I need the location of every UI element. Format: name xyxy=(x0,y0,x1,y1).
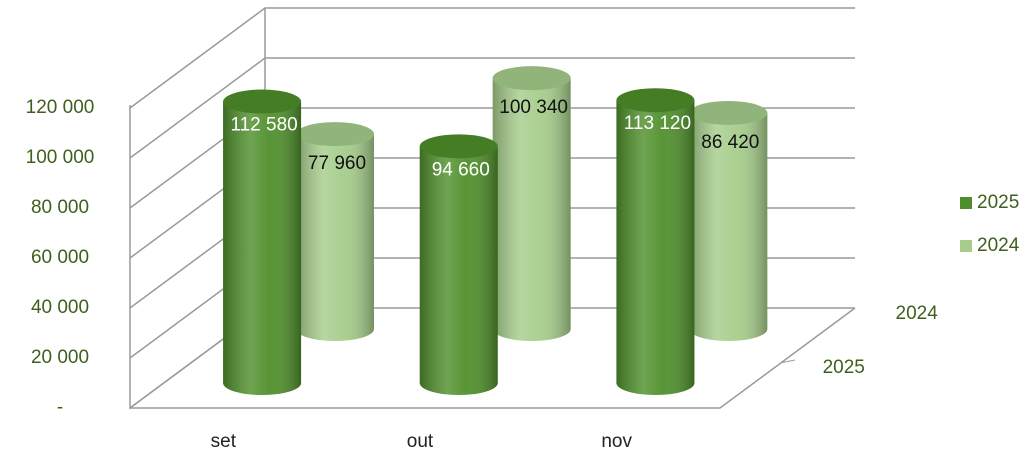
value-label: 86 420 xyxy=(701,132,759,153)
x-tick-label: set xyxy=(211,431,237,452)
value-label: 94 660 xyxy=(432,159,490,180)
floor xyxy=(130,307,856,409)
cylinder-top-shade xyxy=(616,88,695,113)
legend-swatch xyxy=(960,240,972,252)
cylinder-top xyxy=(689,100,768,125)
value-label: 100 340 xyxy=(499,97,568,118)
cylinder-top xyxy=(223,89,302,114)
depth-tick xyxy=(779,359,796,364)
legend-label: 2024 xyxy=(977,235,1020,256)
cylinder-top-shade xyxy=(295,122,374,147)
cylinder-top xyxy=(295,122,374,147)
y-tick-label: 40 000 xyxy=(31,297,89,318)
x-tick-label: nov xyxy=(601,431,632,452)
cylinder-shade xyxy=(223,101,302,396)
y-tick-label: 80 000 xyxy=(31,197,89,218)
y-tick-label: 20 000 xyxy=(31,347,89,368)
grid-line xyxy=(129,7,855,109)
y-tick-label: 100 000 xyxy=(26,147,95,168)
value-label: 112 580 xyxy=(230,115,297,136)
cylinder-top-shade xyxy=(223,89,302,114)
cylinder-top-shade xyxy=(492,66,571,91)
legend-label: 2025 xyxy=(977,192,1019,213)
x-tick-label: out xyxy=(407,431,434,452)
cylinder-shade xyxy=(295,134,374,341)
cylinder-shade xyxy=(616,100,695,395)
y-tick-label: 120 000 xyxy=(26,97,95,118)
cylinder-top-shade xyxy=(419,134,498,159)
cylinder-top xyxy=(492,66,571,91)
depth-label: 2025 xyxy=(823,357,865,378)
cylinder-top xyxy=(616,88,695,113)
depth-label: 2024 xyxy=(896,303,939,324)
value-label: 113 120 xyxy=(624,113,691,134)
cylinder-shade xyxy=(492,78,571,342)
y-tick-label: 60 000 xyxy=(31,247,89,268)
cylinder-top-shade xyxy=(689,100,768,125)
y-tick-label: - xyxy=(57,397,63,418)
cylinder-shade xyxy=(689,112,768,341)
value-label: 77 960 xyxy=(308,153,366,174)
legend-swatch xyxy=(960,197,972,209)
cylinder-top xyxy=(419,134,498,159)
cylinder-shade xyxy=(419,146,498,395)
grid-line xyxy=(129,57,855,159)
